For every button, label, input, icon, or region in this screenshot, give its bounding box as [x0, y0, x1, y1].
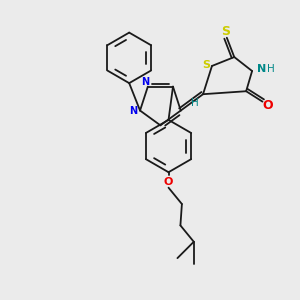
Text: H: H: [267, 64, 274, 74]
Text: H: H: [191, 98, 199, 108]
Text: O: O: [164, 177, 173, 187]
Text: N: N: [129, 106, 138, 116]
Text: N: N: [141, 77, 149, 87]
Text: S: S: [202, 60, 210, 70]
Text: N: N: [257, 64, 266, 74]
Text: S: S: [221, 25, 230, 38]
Text: O: O: [262, 99, 273, 112]
